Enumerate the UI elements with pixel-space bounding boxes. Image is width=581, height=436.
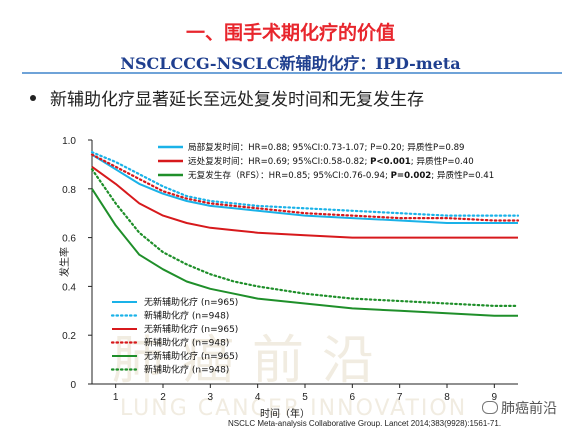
x-tick-label: 3 (208, 392, 214, 403)
series-legend-label: 无新辅助化疗 (n=965) (144, 350, 238, 362)
y-tick-label: 0 (70, 380, 76, 391)
stats-legend: 局部复发时间：HR=0.88; 95%CI:0.73-1.07; P=0.20;… (158, 141, 494, 181)
series-line-1 (91, 153, 518, 224)
x-axis-label: 时间（年） (260, 407, 310, 420)
series-line-6 (90, 168, 520, 307)
watermark-en: LUNG CANCER INNOVATION (120, 396, 468, 421)
page-subtitle: NSCLCCG-NSCLC新辅助化疗：IPD-meta (120, 54, 461, 73)
chart-axes: 0 0.2 0.4 0.6 0.8 1.0 1 2 3 4 5 6 7 8 9 时间（年） 发生率 (58, 136, 518, 420)
y-axis-label: 发生率 (58, 247, 71, 277)
x-tick-label: 9 (492, 392, 498, 403)
bullet-text: 新辅助化疗显著延长至远处复发时间和无复发生存 (50, 90, 424, 110)
series-line-3 (91, 165, 518, 239)
x-tick-label: 6 (350, 392, 356, 403)
bullet-dot-icon (30, 95, 36, 101)
stats-legend-suffix: ; 异质性P=0.40 (411, 155, 474, 167)
series-legend-label: 新辅助化疗 (n=948) (144, 364, 229, 376)
series-legend: 无新辅助化疗 (n=965)新辅助化疗 (n=948)无新辅助化疗 (n=965… (110, 296, 238, 376)
x-tick-label: 2 (160, 392, 166, 403)
y-tick-label: 0.8 (62, 185, 76, 196)
stats-legend-text: 远处复发时间：HR=0.69; 95%CI:0.58-0.82; P<0.001… (188, 155, 474, 167)
x-tick-label: 4 (255, 392, 261, 403)
stats-legend-text: 无复发生存（RFS）：HR=0.85; 95%CI:0.76-0.94; P=0… (188, 169, 494, 181)
watermark-cn: 肺癌前沿 (112, 331, 393, 391)
stats-legend-pvalue: P<0.001 (370, 157, 411, 167)
page-title: 一、围手术期化疗的价值 (185, 22, 395, 44)
y-tick-label: 0.6 (62, 234, 76, 245)
stats-legend-prefix: 远处复发时间：HR=0.69; 95%CI:0.58-0.82; (188, 155, 370, 167)
series-legend-label: 无新辅助化疗 (n=965) (144, 296, 238, 308)
series-legend-label: 新辅助化疗 (n=948) (144, 337, 229, 349)
y-tick-label: 0.2 (62, 331, 76, 342)
stats-legend-text: 局部复发时间：HR=0.88; 95%CI:0.73-1.07; P=0.20;… (188, 141, 465, 153)
chart-series (90, 151, 520, 317)
y-tick-label: 0.4 (62, 282, 76, 293)
footer-logo-text: 肺癌前沿 (501, 401, 557, 417)
y-tick-label: 1.0 (62, 136, 76, 147)
series-line-2 (90, 151, 520, 217)
wechat-logo-icon (482, 401, 498, 414)
x-tick-label: 8 (444, 392, 450, 403)
title-divider (22, 72, 562, 74)
x-tick-label: 1 (113, 392, 119, 403)
stats-legend-prefix: 无复发生存（RFS）：HR=0.85; 95%CI:0.76-0.94; (188, 169, 391, 181)
x-tick-label: 7 (397, 392, 403, 403)
citation: NSCLC Meta-analysis Collaborative Group.… (228, 419, 502, 428)
stats-legend-prefix: 局部复发时间：HR=0.88; 95%CI:0.73-1.07; P=0.20;… (188, 141, 465, 153)
series-line-5 (91, 188, 518, 317)
series-line-4 (90, 153, 520, 222)
stats-legend-pvalue: P=0.002 (391, 171, 432, 181)
footer-logo: 肺癌前沿 (482, 398, 557, 418)
series-legend-label: 无新辅助化疗 (n=965) (144, 323, 238, 335)
series-legend-label: 新辅助化疗 (n=948) (144, 310, 229, 322)
x-tick-label: 5 (302, 392, 308, 403)
stats-legend-suffix: ; 异质性P=0.41 (431, 169, 494, 181)
